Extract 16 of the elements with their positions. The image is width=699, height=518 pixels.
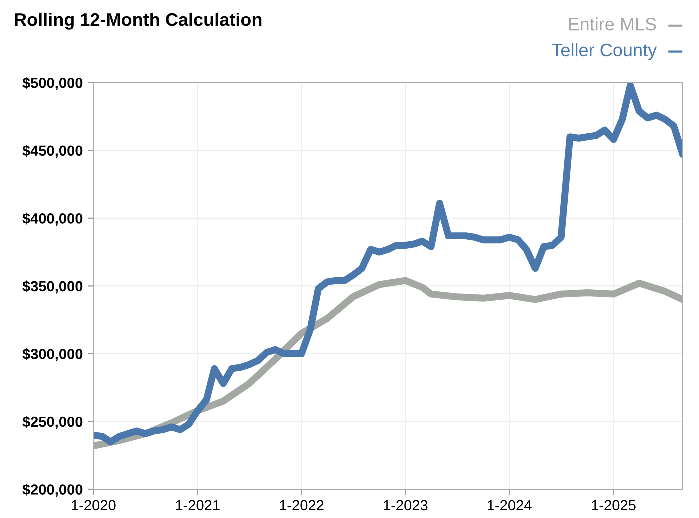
x-tick-label: 1-2023: [384, 500, 428, 511]
x-tick-label: 1-2020: [72, 500, 116, 511]
x-tick-label: 1-2021: [176, 500, 220, 511]
y-tick-label: $500,000: [22, 77, 83, 90]
y-tick-label: $250,000: [22, 416, 83, 430]
y-tick-label: $300,000: [22, 348, 83, 362]
x-tick-label: 1-2022: [280, 500, 324, 511]
x-tick-label: 1-2024: [488, 500, 532, 511]
y-tick-label: $350,000: [22, 280, 83, 294]
y-tick-label: $200,000: [22, 484, 83, 498]
x-tick-label: 1-2025: [592, 500, 636, 511]
y-tick-label: $400,000: [22, 212, 83, 226]
chart-title: Rolling 12-Month Calculation: [15, 12, 262, 30]
y-tick-label: $450,000: [22, 145, 83, 158]
legend-label: Teller County: [552, 43, 658, 60]
legend-label: Entire MLS: [569, 17, 656, 31]
